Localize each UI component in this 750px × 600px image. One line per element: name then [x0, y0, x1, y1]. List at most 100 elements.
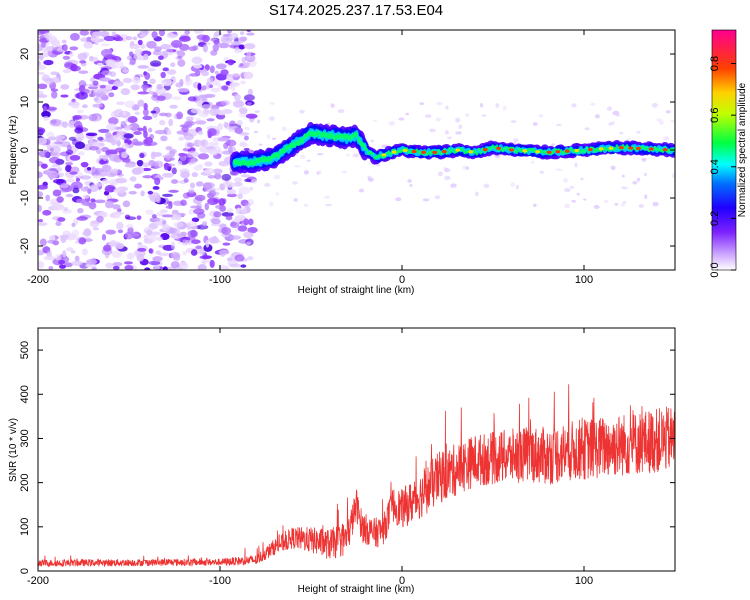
heatmap-blob: [85, 258, 98, 265]
heatmap-blob: [614, 202, 619, 206]
heatmap-blob: [140, 84, 149, 90]
heatmap-blob: [90, 198, 96, 203]
heatmap-blob: [192, 45, 199, 51]
heatmap-blob: [447, 169, 452, 173]
heatmap-blob: [325, 203, 332, 207]
heatmap-blob: [43, 59, 54, 66]
heatmap-blob: [555, 168, 563, 171]
heatmap-blob: [258, 143, 263, 146]
heatmap-blob: [343, 133, 347, 140]
heatmap-blob: [77, 52, 88, 61]
heatmap-blob: [52, 203, 65, 211]
heatmap-blob: [197, 153, 210, 160]
heatmap-blob: [111, 168, 119, 174]
heatmap-blob: [92, 103, 104, 108]
heatmap-blob: [234, 127, 244, 134]
heatmap-blob: [305, 132, 309, 139]
heatmap-blob: [38, 184, 49, 190]
heatmap-blob: [299, 109, 305, 114]
heatmap-blob: [137, 91, 150, 95]
heatmap-blob: [84, 186, 89, 190]
heatmap-blob: [126, 252, 135, 260]
heatmap-blob: [626, 137, 631, 141]
heatmap-blob: [113, 80, 124, 87]
heatmap-blob: [180, 261, 189, 270]
heatmap-blob: [230, 221, 240, 229]
heatmap-blob: [82, 194, 90, 199]
heatmap-blob: [77, 109, 84, 114]
heatmap-blob: [665, 110, 671, 114]
heatmap-blob: [137, 127, 144, 132]
heatmap-blob: [255, 157, 258, 164]
heatmap-blob: [397, 149, 401, 154]
heatmap-blob: [273, 174, 281, 180]
heatmap-blob: [100, 43, 110, 47]
heatmap-blob: [213, 39, 220, 45]
heatmap-blob: [60, 84, 70, 90]
heatmap-blob: [450, 183, 457, 188]
heatmap-blob: [595, 114, 600, 119]
heatmap-blob: [170, 261, 180, 269]
heatmap-blob: [530, 160, 535, 164]
heatmap-blob: [59, 234, 70, 239]
heatmap-blob: [198, 164, 203, 168]
snr-xtick-label: 100: [575, 575, 593, 587]
heatmap-blob: [137, 247, 147, 252]
heatmap-blob: [194, 120, 207, 125]
heatmap-blob: [243, 94, 255, 102]
heatmap-blob: [618, 146, 624, 150]
heatmap-blob: [112, 211, 125, 215]
heatmap-blob: [395, 197, 402, 202]
heatmap-blob: [49, 156, 61, 164]
heatmap-blob: [136, 215, 142, 220]
heatmap-blob: [38, 30, 45, 36]
heatmap-blob: [55, 221, 62, 226]
heatmap-blob: [233, 181, 243, 187]
heatmap-blob: [301, 137, 305, 144]
heatmap-blob: [263, 156, 266, 163]
heatmap-blob: [63, 206, 68, 212]
heatmap-blob: [583, 198, 587, 201]
heatmap-blob: [146, 40, 157, 49]
colorbar-tick-label: 0.2: [709, 211, 721, 226]
heatmap-blob: [43, 32, 53, 39]
heatmap-blob: [55, 254, 62, 261]
heatmap-blob: [323, 195, 331, 199]
heatmap-blob: [532, 121, 538, 126]
heatmap-blob: [398, 117, 405, 121]
heatmap-blob: [150, 110, 157, 114]
heatmap-blob: [247, 88, 254, 96]
heatmap-blob: [271, 153, 274, 160]
heatmap-blob: [105, 149, 118, 155]
heatmap-blob: [120, 120, 127, 126]
heatmap-blob: [246, 32, 255, 36]
heatmap-blob: [205, 81, 211, 90]
heatmap-blob: [209, 109, 217, 117]
heatmap-blob: [145, 209, 154, 215]
heatmap-blob: [47, 136, 58, 141]
heatmap-blob: [71, 104, 80, 109]
heatmap-blob: [207, 128, 217, 136]
heatmap-blob: [667, 149, 671, 153]
heatmap-blob: [316, 170, 322, 175]
heatmap-blob: [407, 179, 412, 183]
heatmap-blob: [194, 70, 201, 77]
heatmap-blob: [125, 35, 133, 41]
snr-ytick-label: 200: [19, 473, 31, 491]
heatmap-blob: [235, 159, 238, 166]
heatmap-blob: [281, 148, 284, 154]
heatmap-blob: [124, 163, 136, 168]
heatmap-blob: [564, 203, 570, 209]
heatmap-blob: [157, 55, 164, 61]
heatmap-blob: [101, 178, 110, 184]
heatmap-blob: [131, 231, 142, 239]
heatmap-blob: [553, 148, 557, 152]
heatmap-blob: [69, 154, 81, 161]
heatmap-blob: [152, 186, 160, 190]
heatmap-blob: [341, 133, 345, 140]
heatmap-blob: [90, 76, 95, 83]
snr-ytick-label: 0: [19, 568, 31, 574]
heatmap-blob: [65, 164, 72, 173]
heatmap-blob: [191, 217, 200, 223]
